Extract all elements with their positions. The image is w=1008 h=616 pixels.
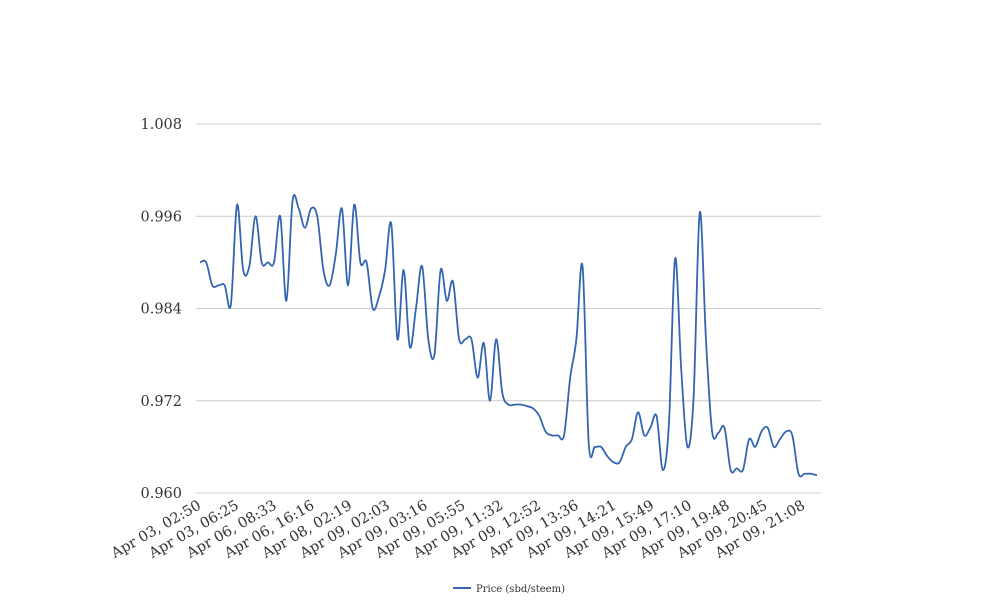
legend[interactable]: Price (sbd/steem): [453, 584, 565, 595]
y-tick-label: 0.960: [140, 486, 182, 502]
y-tick-label: 0.972: [140, 394, 182, 410]
y-tick-label: 1.008: [140, 117, 182, 133]
y-tick-label: 0.984: [140, 302, 182, 318]
gridlines: [196, 123, 821, 494]
legend-label: Price (sbd/steem): [476, 584, 565, 595]
series-line-price[interactable]: [199, 194, 818, 478]
series-layer: [199, 194, 818, 478]
y-tick-label: 0.996: [140, 209, 182, 225]
y-axis-ticks: 0.960 0.972 0.984 0.996 1.008: [140, 117, 182, 502]
